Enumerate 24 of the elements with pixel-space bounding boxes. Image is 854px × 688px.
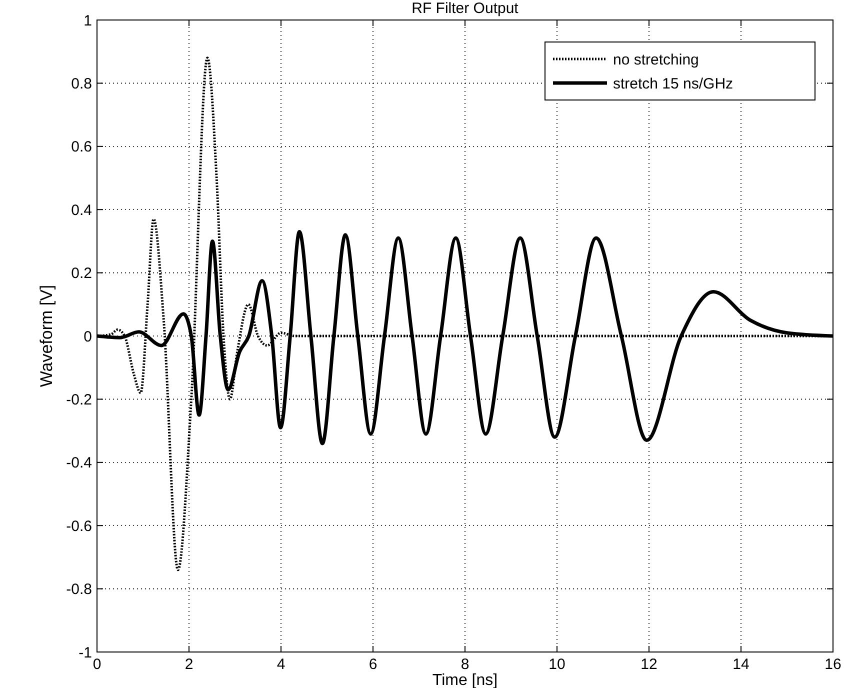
y-tick-label: -1 [78,644,92,662]
y-axis-title: Waveform [V] [37,284,56,388]
y-tick-label: 0.4 [71,202,92,219]
x-tick-label: 14 [732,656,750,673]
x-tick-label: 16 [824,656,842,673]
chart-title: RF Filter Output [412,0,520,17]
x-tick-label: 8 [460,656,470,673]
y-tick-label: 1 [84,12,92,30]
x-tick-label: 12 [640,656,658,673]
y-tick-label: 0.2 [71,265,92,282]
legend-label: no stretching [613,51,699,68]
x-tick-label: 6 [368,656,378,673]
y-tick-label: 0.8 [71,75,92,92]
y-tick-label: 0 [84,328,92,346]
y-tick-label: -0.2 [66,391,92,408]
x-tick-label: 2 [184,656,194,673]
x-tick-label: 10 [548,656,566,673]
x-axis-title: Time [ns] [432,672,498,688]
y-tick-label: -0.6 [66,518,92,535]
y-tick-label: -0.8 [66,581,92,598]
y-tick-label: 0.6 [71,138,92,156]
legend-label: stretch 15 ns/GHz [613,75,734,92]
y-tick-label: -0.4 [66,454,92,472]
x-tick-label: 4 [276,656,286,673]
